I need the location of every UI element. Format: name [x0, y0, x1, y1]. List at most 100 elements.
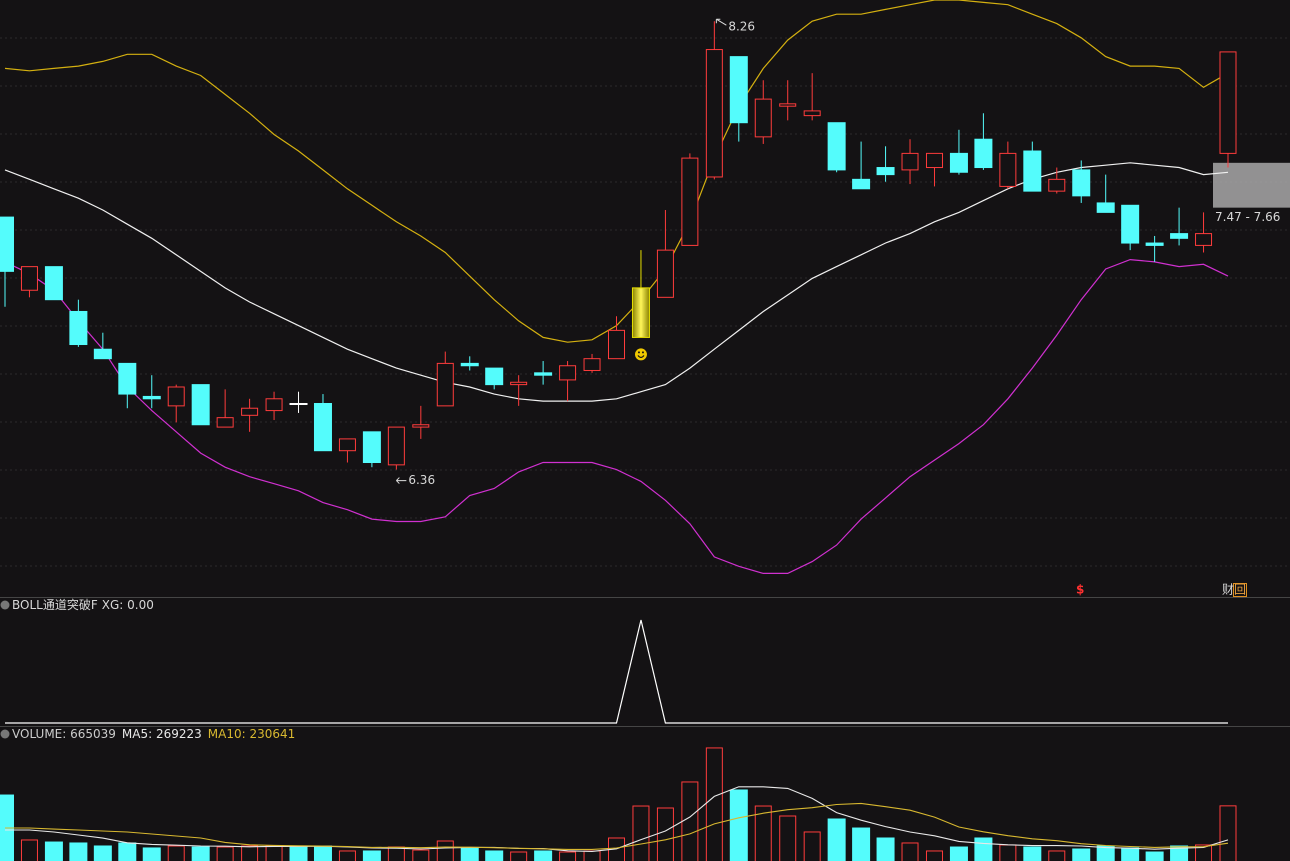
- volume-bar: [118, 842, 137, 861]
- candle-body: [656, 249, 674, 298]
- event-marker[interactable]: 财: [1222, 583, 1234, 597]
- volume-bar: [436, 840, 454, 861]
- volume-bar: [191, 846, 210, 861]
- volume-bar: [387, 846, 405, 861]
- candle-body: [974, 138, 993, 169]
- volume-bar: [1145, 851, 1164, 861]
- annotation-arrow: [396, 477, 407, 484]
- indicator-line: [5, 619, 1228, 724]
- candle-body: [1096, 202, 1115, 213]
- candle-body: [412, 424, 430, 428]
- volume-ma-line: [5, 802, 1229, 850]
- candle-body: [1145, 242, 1164, 246]
- volume-bar: [1072, 848, 1091, 861]
- volume-bar: [779, 815, 797, 861]
- volume-bar: [559, 851, 577, 861]
- candle-body: [118, 362, 137, 395]
- volume-bar: [925, 850, 943, 861]
- volume-bar: [754, 805, 772, 861]
- candle-body: [142, 395, 161, 400]
- volume-bar: [1023, 846, 1042, 861]
- panel-icon[interactable]: [0, 729, 10, 739]
- volume-bar: [460, 847, 479, 861]
- candle-body: [583, 358, 601, 371]
- candle-body: [387, 426, 405, 466]
- boll-band: [4, 0, 1229, 343]
- candle-body: [191, 384, 210, 426]
- candle-body: [289, 403, 308, 406]
- candle-body: [1170, 233, 1189, 239]
- candle-body: [999, 152, 1017, 187]
- signal-icon: [641, 351, 644, 354]
- candle-body: [534, 372, 553, 376]
- candle-body: [852, 178, 871, 190]
- volume-bar: [412, 849, 430, 861]
- volume-bar: [20, 839, 38, 861]
- candle-body: [901, 152, 919, 171]
- volume-bar: [827, 818, 846, 861]
- candle-body: [167, 386, 185, 407]
- volume-bar: [974, 837, 993, 861]
- candle-body: [876, 167, 895, 176]
- legend-entry: MA5: 269223: [122, 727, 202, 741]
- candle-body: [1048, 178, 1066, 192]
- legend-entry: VOLUME: 665039: [12, 727, 116, 741]
- volume-bar: [876, 837, 895, 861]
- panel-icon[interactable]: [0, 600, 10, 610]
- volume-bar: [1219, 805, 1237, 861]
- volume-bar: [1121, 847, 1140, 861]
- candle-body: [631, 287, 650, 338]
- price-range-box: [1213, 162, 1290, 208]
- volume-bar: [485, 850, 504, 861]
- candle-body: [20, 266, 38, 291]
- volume-bar: [44, 841, 63, 861]
- volume-bar: [583, 850, 601, 861]
- candle-body: [559, 365, 577, 381]
- legend-entry: XG: 0.00: [102, 598, 154, 612]
- volume-bar: [632, 805, 650, 861]
- marker-box: [1233, 583, 1247, 597]
- candle-body: [681, 157, 699, 246]
- volume-bar: [1195, 844, 1213, 861]
- volume-bar: [510, 851, 528, 861]
- candle-body: [44, 266, 63, 301]
- candle-body: [241, 407, 259, 416]
- volume-bar: [241, 845, 259, 861]
- candle-body: [729, 56, 748, 124]
- candle-body: [69, 310, 88, 346]
- candle-body: [216, 417, 234, 428]
- volume-bar: [1048, 850, 1066, 861]
- candle-body: [705, 49, 723, 178]
- candle-body: [265, 398, 283, 412]
- volume-bar: [289, 845, 308, 861]
- event-marker[interactable]: 回: [1234, 583, 1246, 597]
- signal-icon: [637, 351, 640, 354]
- event-marker[interactable]: $: [1076, 583, 1084, 597]
- low-annotation: 6.36: [408, 473, 435, 487]
- candle-body: [949, 152, 968, 173]
- candle-body: [1023, 150, 1042, 192]
- candle-body: [608, 329, 625, 360]
- volume-ma-line: [5, 786, 1229, 852]
- candle-body: [827, 122, 846, 171]
- candle-body: [0, 216, 14, 272]
- signal-icon: [634, 348, 647, 361]
- volume-bar: [167, 845, 185, 861]
- candle-body: [436, 362, 454, 407]
- volume-bar: [265, 845, 283, 861]
- candle-body: [779, 103, 797, 107]
- volume-bar: [901, 842, 919, 861]
- volume-bar: [362, 850, 381, 861]
- candle-body: [93, 348, 112, 360]
- volume-bar: [999, 844, 1017, 861]
- indicator-header: BOLL通道突破F XG: 0.00: [12, 597, 154, 612]
- volume-bar: [656, 807, 674, 861]
- candle-body: [1219, 51, 1237, 154]
- candle-body: [460, 362, 479, 367]
- volume-bar: [608, 837, 625, 861]
- boll-band: [4, 162, 1229, 402]
- legend-entry: MA10: 230641: [208, 727, 296, 741]
- candle-body: [1121, 204, 1140, 244]
- volume-bar: [313, 845, 332, 861]
